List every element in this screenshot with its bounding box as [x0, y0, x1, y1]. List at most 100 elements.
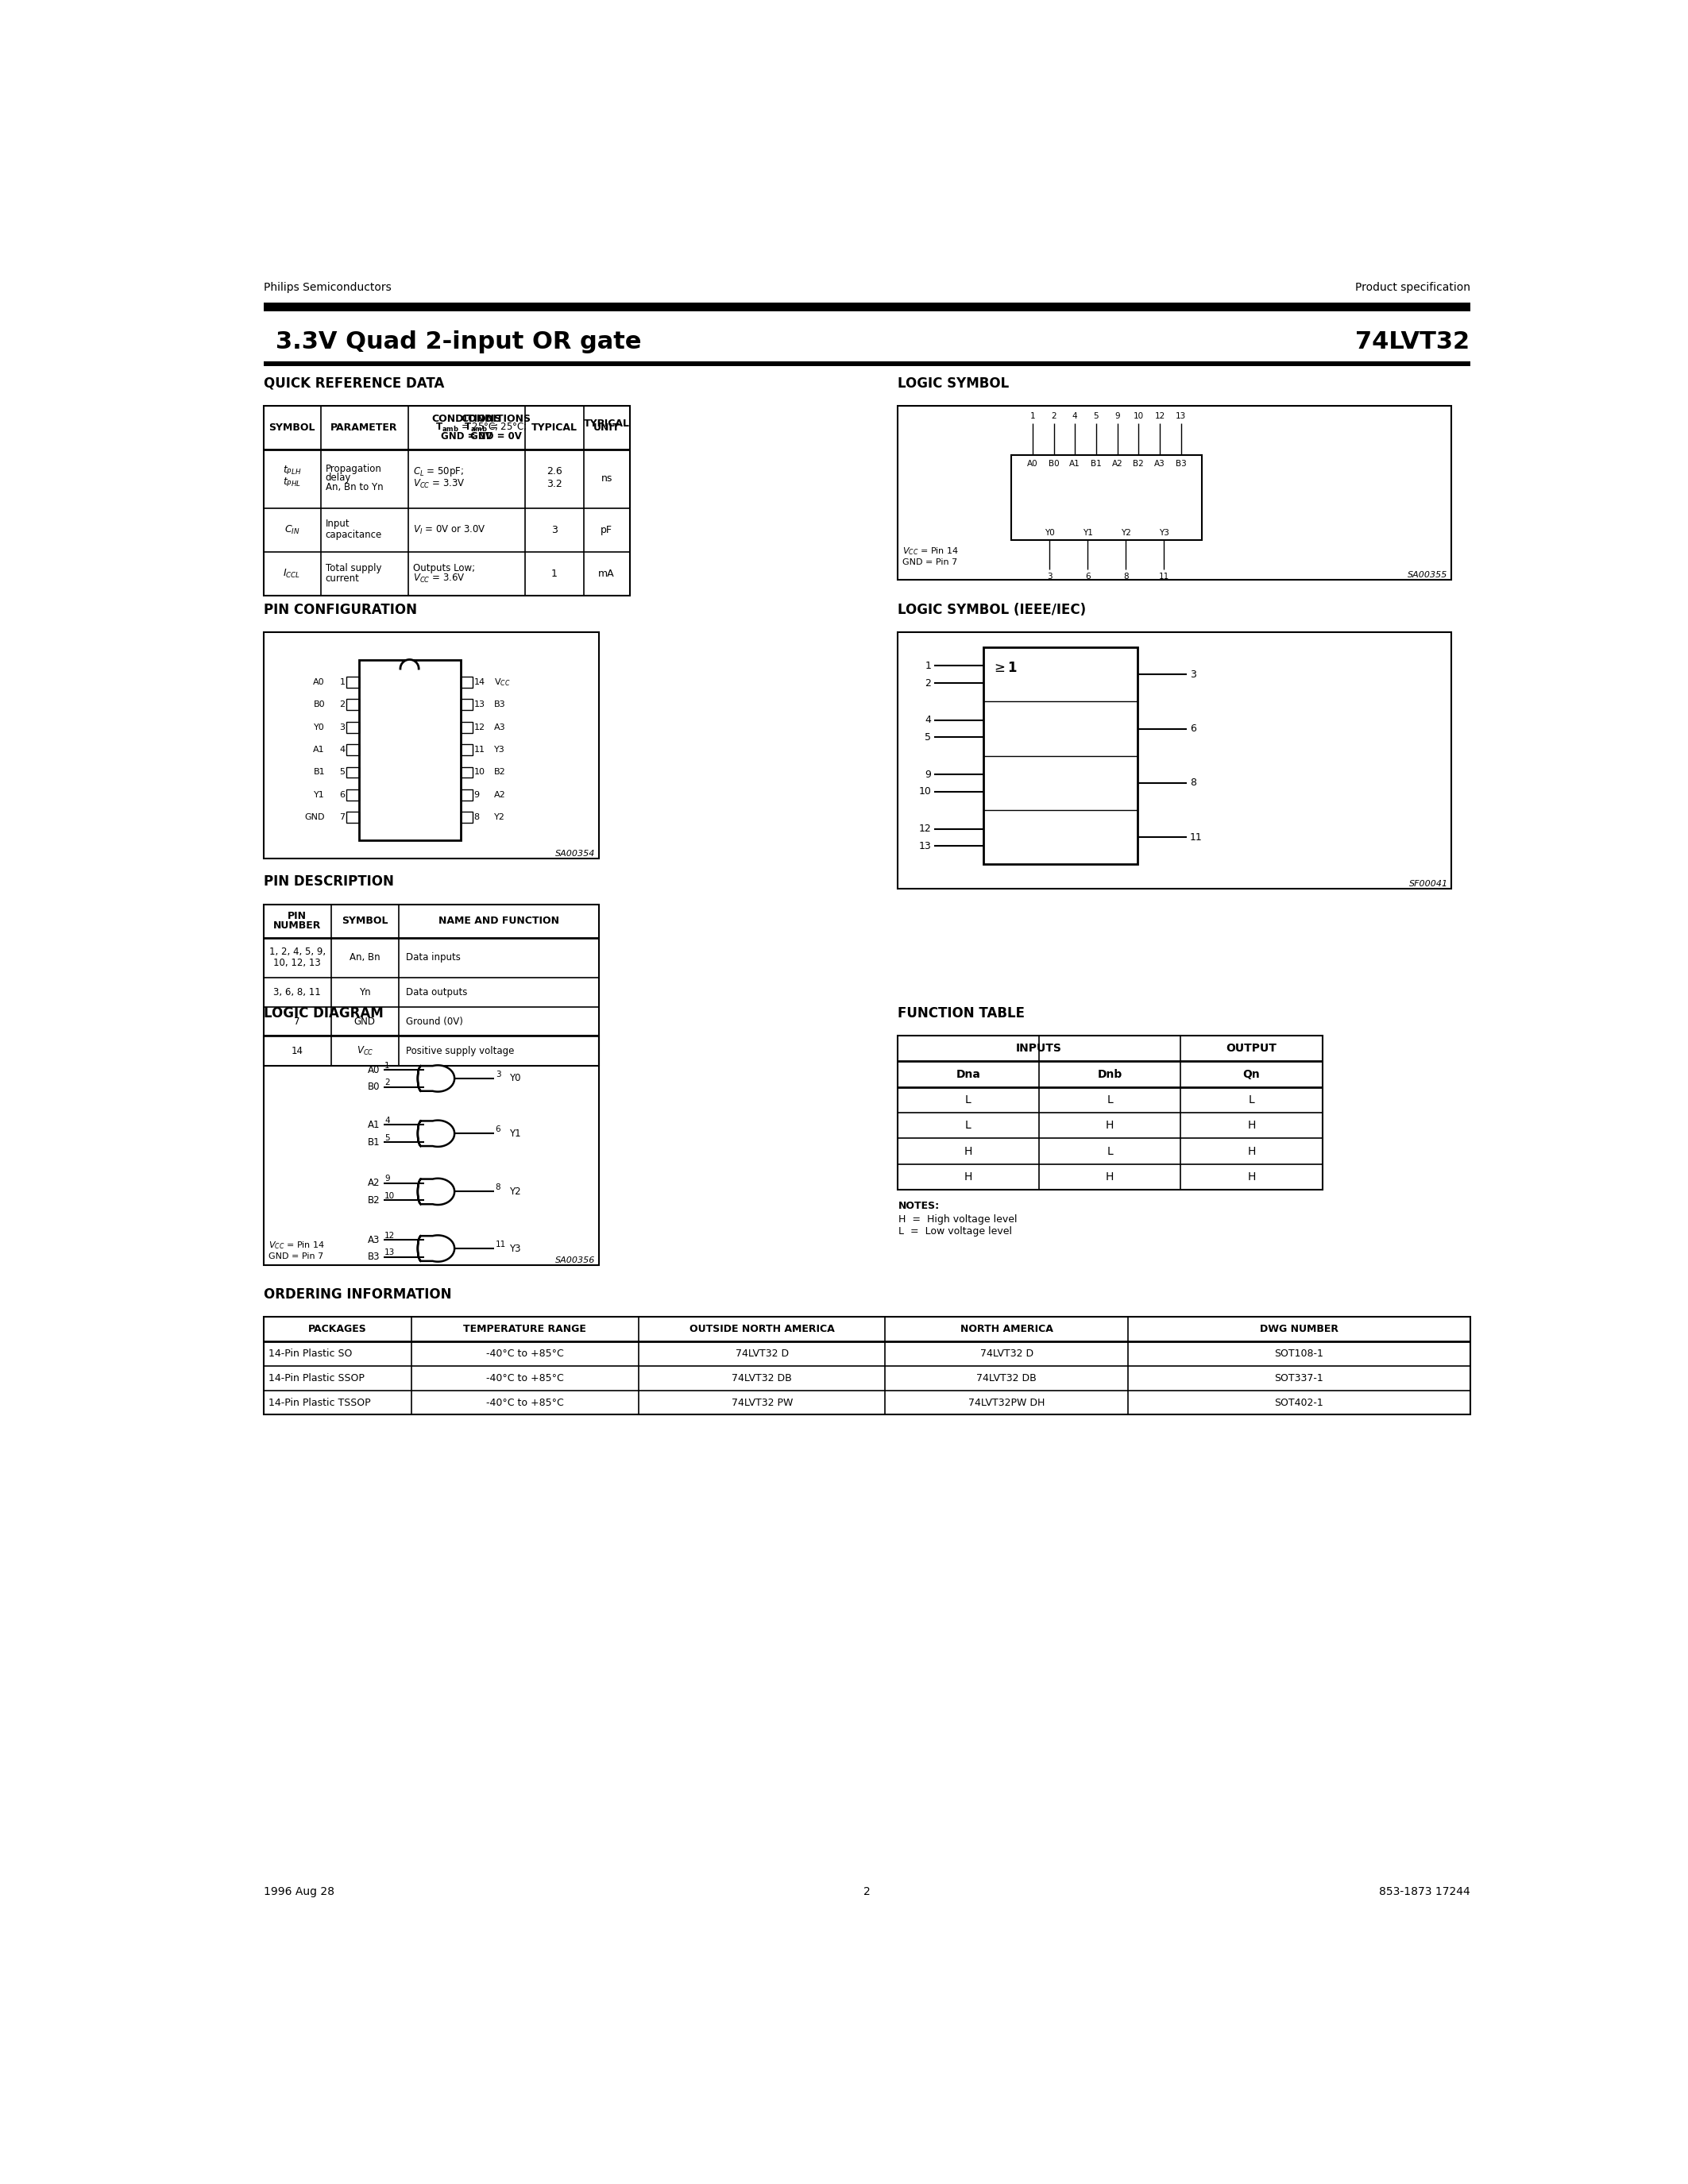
- Text: $V_{CC}$ = 3.3V: $V_{CC}$ = 3.3V: [414, 478, 464, 489]
- Text: ns: ns: [601, 474, 613, 485]
- Text: H: H: [1106, 1171, 1114, 1182]
- Text: H: H: [1247, 1171, 1256, 1182]
- Text: $V_{CC}$ = Pin 14: $V_{CC}$ = Pin 14: [268, 1241, 324, 1251]
- Text: B0: B0: [1048, 459, 1058, 467]
- Text: 10: 10: [1133, 413, 1144, 419]
- Text: INPUTS: INPUTS: [1016, 1044, 1062, 1055]
- Text: Dnb: Dnb: [1097, 1068, 1123, 1079]
- Text: 4: 4: [339, 745, 346, 753]
- Text: A2: A2: [368, 1177, 380, 1188]
- Text: $V_{CC}$: $V_{CC}$: [356, 1044, 373, 1057]
- Text: GND = 0V: GND = 0V: [441, 430, 493, 441]
- Text: Philips Semiconductors: Philips Semiconductors: [263, 282, 392, 293]
- Text: B1: B1: [1090, 459, 1102, 467]
- Text: -40°C to +85°C: -40°C to +85°C: [486, 1348, 564, 1358]
- Bar: [461, 699, 473, 710]
- Text: DWG NUMBER: DWG NUMBER: [1259, 1324, 1339, 1334]
- Text: Y1: Y1: [314, 791, 324, 799]
- Text: L  =  Low voltage level: L = Low voltage level: [898, 1227, 1013, 1236]
- Text: A0: A0: [368, 1066, 380, 1075]
- Bar: [346, 767, 360, 778]
- Text: 12: 12: [385, 1232, 395, 1241]
- Text: 3, 6, 8, 11: 3, 6, 8, 11: [273, 987, 321, 998]
- Text: Y2: Y2: [495, 812, 505, 821]
- Text: NUMBER: NUMBER: [273, 922, 321, 930]
- Text: pF: pF: [601, 524, 613, 535]
- Text: $V_I$ = 0V or 3.0V: $V_I$ = 0V or 3.0V: [414, 524, 486, 535]
- Bar: [898, 1035, 1322, 1190]
- Text: B1: B1: [368, 1138, 380, 1147]
- Text: A0: A0: [1026, 459, 1038, 467]
- Text: 1: 1: [550, 568, 557, 579]
- Bar: [346, 677, 360, 688]
- Text: Y3: Y3: [510, 1243, 522, 1254]
- Text: A1: A1: [368, 1120, 380, 1129]
- Text: 5: 5: [1094, 413, 1099, 419]
- Text: A3: A3: [368, 1234, 380, 1245]
- Text: GND: GND: [354, 1016, 376, 1026]
- Text: Y3: Y3: [495, 745, 505, 753]
- Text: A1: A1: [1070, 459, 1080, 467]
- Text: B1: B1: [314, 769, 324, 775]
- Text: 11: 11: [495, 1241, 506, 1247]
- Text: V$_{CC}$: V$_{CC}$: [495, 677, 510, 688]
- Text: 74LVT32 DB: 74LVT32 DB: [733, 1374, 792, 1382]
- Text: An, Bn: An, Bn: [349, 952, 380, 963]
- Text: SYMBOL: SYMBOL: [268, 424, 316, 432]
- Text: LOGIC DIAGRAM: LOGIC DIAGRAM: [263, 1007, 383, 1020]
- Text: $t_{PLH}$: $t_{PLH}$: [282, 465, 300, 476]
- Text: 14: 14: [292, 1046, 304, 1057]
- Text: GND: GND: [304, 812, 324, 821]
- Text: 14-Pin Plastic SO: 14-Pin Plastic SO: [268, 1348, 353, 1358]
- Text: 3: 3: [339, 723, 346, 732]
- Bar: [360, 660, 461, 841]
- Text: 2: 2: [1052, 413, 1057, 419]
- Bar: [263, 406, 630, 596]
- Text: SA00354: SA00354: [555, 850, 596, 858]
- Text: $\mathbf{T_{amb}}$ = 25°C;: $\mathbf{T_{amb}}$ = 25°C;: [436, 422, 498, 435]
- Text: 4: 4: [925, 714, 932, 725]
- Text: Y3: Y3: [1160, 529, 1170, 537]
- Text: A2: A2: [495, 791, 506, 799]
- Bar: [263, 1035, 599, 1265]
- Bar: [346, 812, 360, 823]
- Text: UNIT: UNIT: [592, 424, 619, 432]
- Polygon shape: [417, 1179, 454, 1206]
- Text: Outputs Low;: Outputs Low;: [414, 563, 474, 572]
- Text: H: H: [1106, 1120, 1114, 1131]
- Text: mA: mA: [598, 568, 614, 579]
- Text: 1: 1: [1030, 413, 1035, 419]
- Text: QUICK REFERENCE DATA: QUICK REFERENCE DATA: [263, 376, 444, 391]
- Text: 2: 2: [339, 701, 346, 708]
- Text: 6: 6: [1085, 572, 1090, 581]
- Text: 11: 11: [474, 745, 484, 753]
- Text: H  =  High voltage level: H = High voltage level: [898, 1214, 1018, 1225]
- Text: A3: A3: [495, 723, 506, 732]
- Text: 9: 9: [1114, 413, 1119, 419]
- Text: H: H: [964, 1171, 972, 1182]
- Text: 74LVT32: 74LVT32: [1355, 330, 1470, 354]
- Text: $I_{CCL}$: $I_{CCL}$: [284, 568, 300, 581]
- Text: L: L: [1249, 1094, 1254, 1105]
- Text: Data inputs: Data inputs: [407, 952, 461, 963]
- Text: Propagation: Propagation: [326, 463, 381, 474]
- Text: B0: B0: [368, 1081, 380, 1092]
- Bar: [461, 767, 473, 778]
- Text: 13: 13: [918, 841, 932, 852]
- Text: Y2: Y2: [1121, 529, 1131, 537]
- Text: -40°C to +85°C: -40°C to +85°C: [486, 1374, 564, 1382]
- Text: TYPICAL: TYPICAL: [532, 424, 577, 432]
- Text: SA00356: SA00356: [555, 1256, 596, 1265]
- Text: Positive supply voltage: Positive supply voltage: [407, 1046, 515, 1057]
- Text: PARAMETER: PARAMETER: [331, 424, 398, 432]
- Text: A1: A1: [314, 745, 324, 753]
- Text: An, Bn to Yn: An, Bn to Yn: [326, 483, 383, 494]
- Text: TYPICAL: TYPICAL: [584, 419, 630, 428]
- Text: 5: 5: [339, 769, 346, 775]
- Text: OUTSIDE NORTH AMERICA: OUTSIDE NORTH AMERICA: [689, 1324, 834, 1334]
- Text: 8: 8: [1190, 778, 1197, 788]
- Text: NORTH AMERICA: NORTH AMERICA: [960, 1324, 1053, 1334]
- Text: CONDITIONS: CONDITIONS: [461, 415, 530, 424]
- Text: SYMBOL: SYMBOL: [341, 915, 388, 926]
- Bar: [263, 360, 1470, 367]
